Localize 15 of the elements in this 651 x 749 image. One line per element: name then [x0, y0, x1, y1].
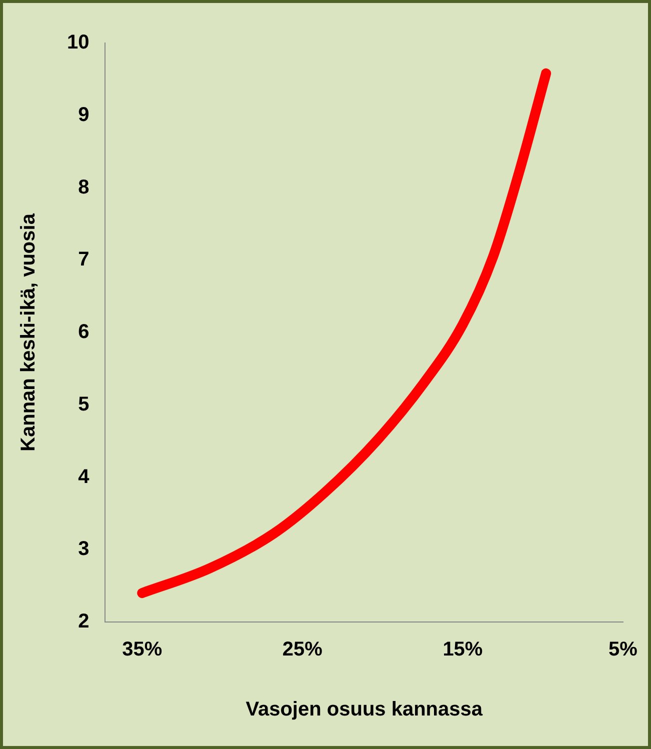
x-tick-label: 5% [608, 638, 638, 661]
x-tick-label: 35% [122, 638, 162, 661]
y-tick-label: 7 [78, 248, 90, 271]
y-tick-label: 3 [78, 538, 90, 560]
x-tick-label: 15% [442, 638, 483, 661]
y-tick-label: 5 [78, 393, 90, 416]
y-tick-label: 2 [78, 610, 90, 633]
y-tick-label: 4 [78, 466, 90, 488]
x-axis-title: Vasojen osuus kannassa [246, 698, 484, 721]
y-tick-label: 9 [78, 104, 90, 126]
y-tick-label: 8 [78, 176, 90, 198]
x-tick-label: 25% [282, 638, 323, 661]
y-tick-label: 6 [78, 321, 90, 344]
y-axis-title: Kannan keski-ikä, vuosia [18, 212, 40, 452]
y-tick-label: 10 [66, 32, 90, 54]
